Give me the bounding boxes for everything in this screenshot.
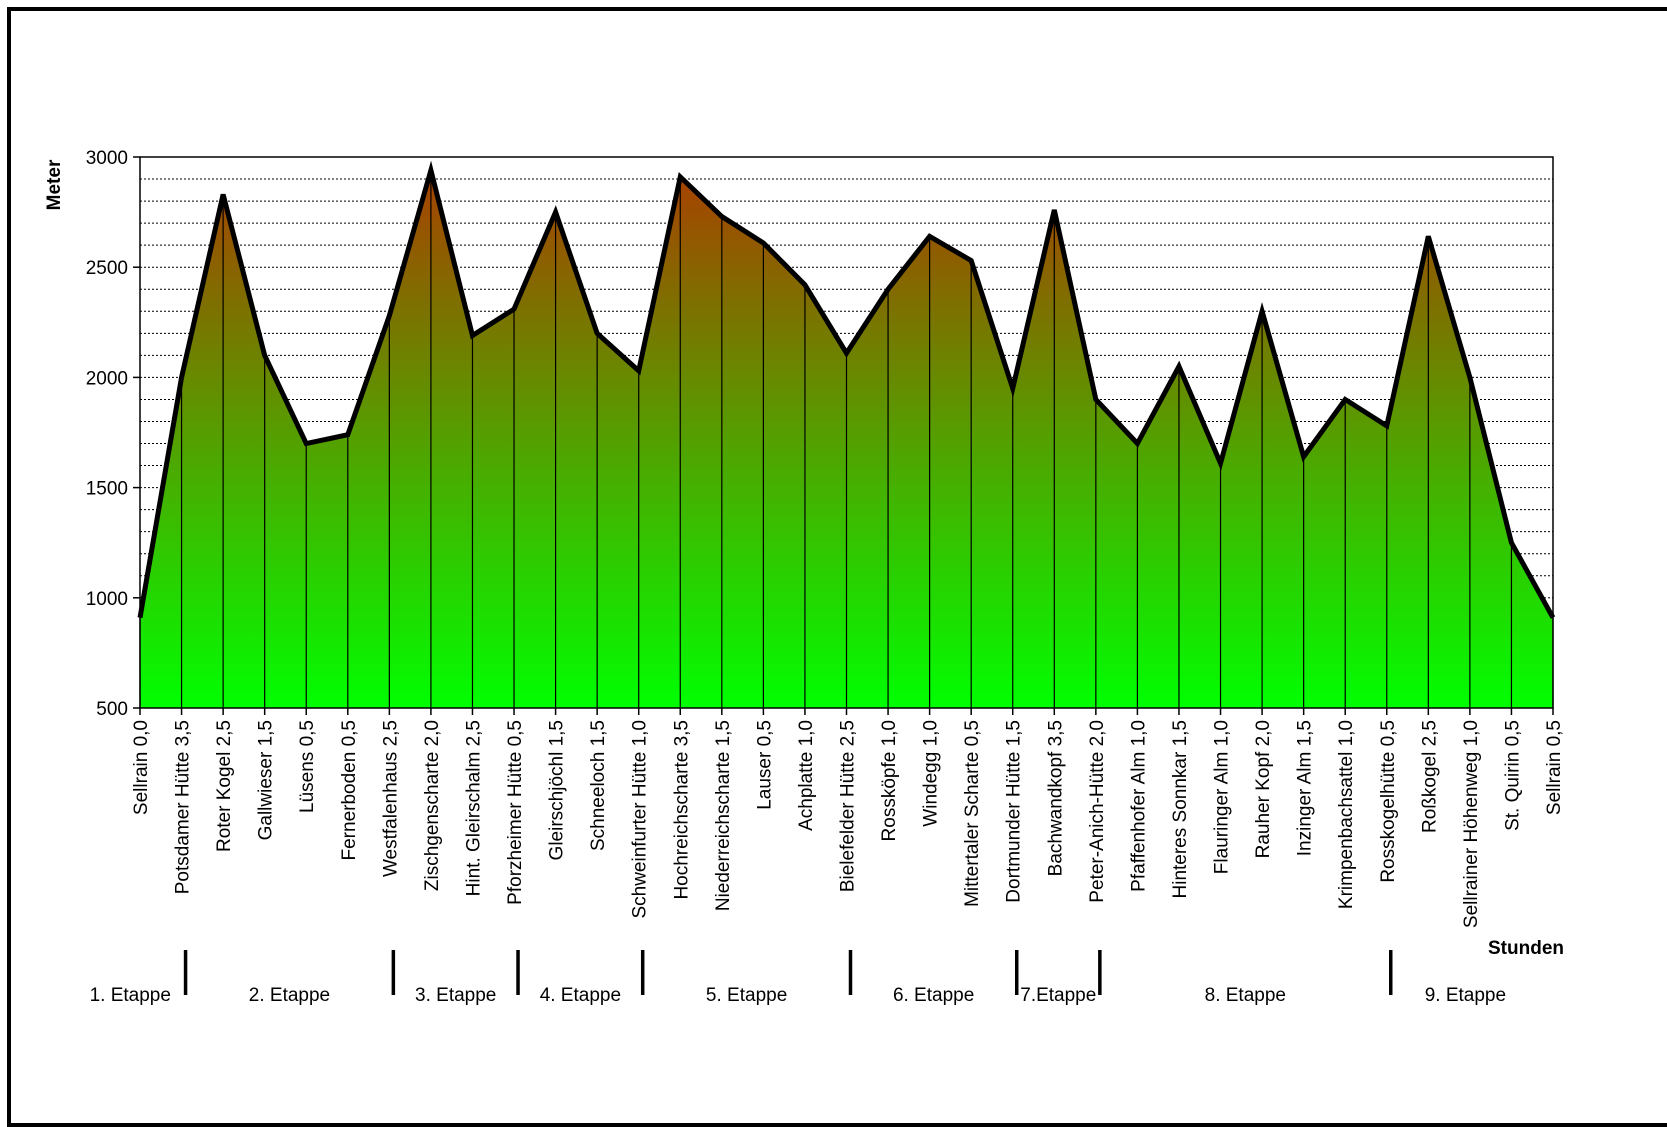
- x-tick-label: Zischgenscharte 2,0: [422, 720, 443, 891]
- y-axis-label: Meter: [44, 159, 65, 210]
- x-tick-label: Roter Kogel 2,5: [214, 720, 235, 852]
- x-tick-label: Sellrainer Höhenweg 1,0: [1461, 720, 1482, 928]
- stage-label: 5. Etappe: [706, 985, 787, 1006]
- x-tick-label: Rossköpfe 1,0: [879, 720, 900, 841]
- x-tick-label: Bachwandkopf 3,5: [1045, 720, 1066, 876]
- y-tick-label: 1000: [86, 589, 128, 610]
- x-tick-label: Peter-Anich-Hütte 2,0: [1087, 720, 1108, 903]
- x-tick-label: Bielefelder Hütte 2,5: [838, 720, 859, 892]
- x-axis-ticks: Sellrain 0,0 Potsdamer Hütte 3,5 Roter Kog…: [131, 708, 1565, 928]
- stage-label: 3. Etappe: [415, 985, 496, 1006]
- x-tick-label: Lauser 0,5: [754, 720, 775, 810]
- x-tick-label: Lüsens 0,5: [297, 720, 318, 813]
- y-tick-label: 3000: [86, 148, 128, 169]
- x-tick-label: Pfaffenhofer Alm 1,0: [1128, 720, 1149, 892]
- y-tick-label: 2500: [86, 258, 128, 279]
- x-tick-label: Hint. Gleirschalm 2,5: [463, 720, 484, 896]
- x-tick-label: Westfalenhaus 2,5: [380, 720, 401, 877]
- x-tick-label: Inzinger Alm 1,5: [1295, 720, 1316, 856]
- x-tick-label: St. Quirin 0,5: [1502, 720, 1523, 831]
- x-tick-label: Pforzheimer Hütte 0,5: [505, 720, 526, 905]
- point-drop-lines: [139, 170, 1554, 708]
- y-tick-label: 2000: [86, 368, 128, 389]
- x-tick-label: Schweinfurter Hütte 1,0: [630, 720, 651, 919]
- stage-label: 2. Etappe: [249, 985, 330, 1006]
- x-tick-label: Windegg 1,0: [921, 720, 942, 827]
- x-tick-label: Schneeloch 1,5: [588, 720, 609, 851]
- x-tick-label: Rosskogelhütte 0,5: [1378, 720, 1399, 883]
- x-tick-label: Hochreichscharte 3,5: [671, 720, 692, 900]
- y-tick-label: 500: [96, 699, 128, 720]
- x-tick-label: Potsdamer Hütte 3,5: [173, 720, 194, 894]
- y-tick-label: 1500: [86, 479, 128, 500]
- x-tick-label: Mittertaler Scharte 0,5: [962, 720, 983, 907]
- x-tick-label: Sellrain 0,5: [1544, 720, 1565, 815]
- elevation-line: [137, 160, 1556, 619]
- x-tick-label: Roßkogel 2,5: [1419, 720, 1440, 833]
- x-tick-label: Krimpenbachsattel 1,0: [1336, 720, 1357, 909]
- stage-label: 9. Etappe: [1425, 985, 1506, 1006]
- x-tick-label: Fernerboden 0,5: [339, 720, 360, 861]
- stage-label: 4. Etappe: [540, 985, 621, 1006]
- stage-label: 1. Etappe: [90, 985, 171, 1006]
- x-tick-label: Rauher Kopf 2,0: [1253, 720, 1274, 858]
- stage-label: 7.Etappe: [1020, 985, 1096, 1006]
- x-tick-label: Flauringer Alm 1,0: [1212, 720, 1233, 874]
- stage-label: 8. Etappe: [1205, 985, 1286, 1006]
- x-axis-label: Stunden: [1488, 938, 1564, 959]
- x-tick-label: Achplatte 1,0: [796, 720, 817, 831]
- y-axis-ticks: 500 1000 1500 2000 2500 3000: [86, 148, 140, 720]
- x-tick-label: Gleirschjöchl 1,5: [547, 720, 568, 860]
- x-tick-label: Dortmunder Hütte 1,5: [1004, 720, 1025, 903]
- x-tick-label: Gallwieser 1,5: [256, 720, 277, 840]
- x-tick-label: Sellrain 0,0: [131, 720, 152, 815]
- stage-label: 6. Etappe: [893, 985, 974, 1006]
- elevation-profile-chart: 500 1000 1500 2000 2500 3000 Sellrain 0,0 Pots…: [44, 148, 1565, 1006]
- x-tick-label: Niederreichscharte 1,5: [713, 720, 734, 911]
- x-tick-label: Hinteres Sonnkar 1,5: [1170, 720, 1191, 899]
- stage-labels: 1. Etappe 2. Etappe 3. Etappe 4. Etappe 5. E…: [90, 950, 1506, 1006]
